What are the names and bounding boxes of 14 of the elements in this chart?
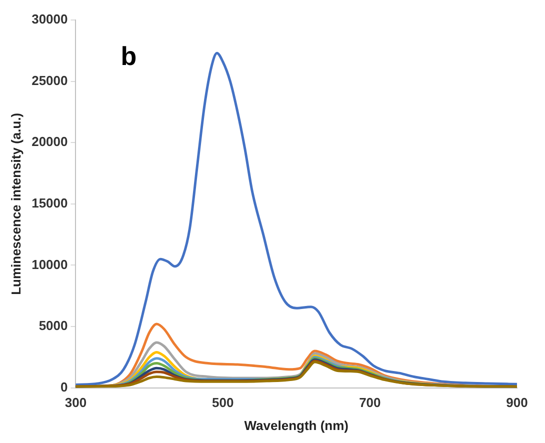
y-tick-label: 15000 (32, 195, 68, 210)
y-axis-title: Luminescence intensity (a.u.) (8, 112, 24, 295)
y-tick-label: 25000 (32, 72, 68, 88)
x-axis-title: Wavelength (nm) (244, 418, 348, 433)
y-tick-label: 0 (60, 379, 68, 394)
y-tick-label: 10000 (32, 256, 68, 272)
x-tick-label: 300 (64, 395, 87, 410)
x-tick-label: 500 (212, 395, 234, 410)
x-tick-label: 900 (506, 395, 528, 410)
y-tick-label: 20000 (32, 134, 68, 150)
y-tick-label: 5000 (38, 318, 68, 334)
y-tick-label: 30000 (32, 12, 68, 27)
x-tick-label: 700 (359, 395, 381, 410)
annotation: b (120, 41, 137, 72)
